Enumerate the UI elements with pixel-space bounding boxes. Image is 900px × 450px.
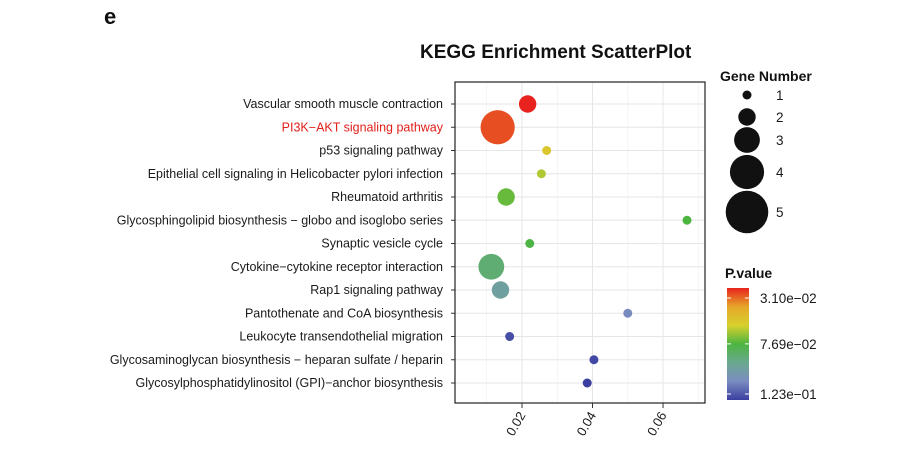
y-tick-label: Pantothenate and CoA biosynthesis (245, 306, 443, 320)
y-tick-label: Rheumatoid arthritis (331, 190, 443, 204)
size-legend-key (738, 108, 756, 126)
y-tick-label: Glycosphingolipid biosynthesis − globo a… (117, 213, 443, 227)
y-tick-label: Rap1 signaling pathway (310, 283, 443, 297)
color-legend-label: 7.69e−02 (760, 337, 817, 352)
x-tick-label: 0.04 (573, 409, 599, 438)
y-tick-label: Glycosaminoglycan biosynthesis − heparan… (110, 353, 443, 367)
size-legend-key (729, 154, 765, 190)
color-legend-title: P.value (725, 265, 773, 281)
size-legend-label: 5 (776, 205, 784, 220)
y-tick-label: Leukocyte transendothelial migration (239, 330, 443, 344)
data-point (542, 146, 552, 155)
data-point (480, 110, 515, 145)
data-point (505, 332, 515, 341)
size-legend-title: Gene Number (720, 68, 812, 84)
y-tick-label: Vascular smooth muscle contraction (243, 97, 443, 111)
size-legend-key (742, 90, 752, 100)
data-point (518, 95, 537, 113)
x-tick-label: 0.06 (644, 409, 670, 438)
size-legend-label: 2 (776, 110, 784, 125)
legend: 1 2 3 4 5 3.10e−02 7.69e−02 1.23e−01 (725, 88, 817, 402)
y-tick-label: Glycosylphosphatidylinositol (GPI)−ancho… (136, 376, 443, 390)
data-point (682, 215, 692, 225)
y-tick-label: Cytokine−cytokine receptor interaction (231, 260, 443, 274)
data-point (497, 188, 515, 206)
color-legend-bar (727, 288, 749, 400)
size-legend-label: 1 (776, 88, 784, 103)
data-point (589, 355, 599, 365)
y-tick-label: Synaptic vesicle cycle (321, 237, 443, 251)
size-legend-label: 4 (776, 165, 784, 180)
color-legend-label: 3.10e−02 (760, 291, 817, 306)
data-point (536, 169, 546, 179)
data-point (623, 308, 633, 318)
plot-area: Vascular smooth muscle contraction PI3K−A… (110, 81, 706, 438)
size-legend-key (734, 127, 760, 153)
chart-title: KEGG Enrichment ScatterPlot (420, 42, 692, 63)
y-tick-label: PI3K−AKT signaling pathway (282, 120, 444, 134)
data-point (491, 281, 510, 299)
data-point (582, 378, 592, 388)
y-tick-label: Epithelial cell signaling in Helicobacte… (148, 167, 443, 181)
y-tick-label: p53 signaling pathway (319, 144, 443, 158)
data-point (525, 239, 535, 248)
color-legend-label: 1.23e−01 (760, 387, 817, 402)
size-legend-key (725, 190, 769, 234)
panel-label: e (104, 4, 117, 29)
plot-border (454, 81, 706, 404)
data-point (478, 253, 505, 280)
size-legend-label: 3 (776, 133, 784, 148)
x-tick-label: 0.02 (503, 409, 529, 438)
